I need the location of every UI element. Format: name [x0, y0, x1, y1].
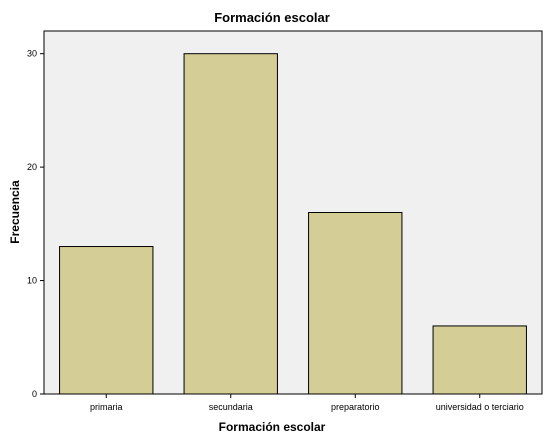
y-axis-label: Frecuencia [8, 180, 22, 244]
y-tick-label: 20 [27, 162, 37, 172]
y-axis: 0 10 20 30 [27, 49, 44, 399]
bar-primaria [59, 246, 154, 395]
x-tick-label: primaria [90, 402, 123, 412]
x-tick-label: universidad o terciario [436, 402, 524, 412]
y-tick-label: 30 [27, 49, 37, 59]
x-tick-label: preparatorio [331, 402, 380, 412]
bars-group [59, 53, 527, 395]
y-tick-label: 0 [32, 389, 37, 399]
x-axis-label: Formación escolar [219, 420, 326, 434]
bar-universidad-o-terciario [432, 325, 527, 395]
x-axis: primaria secundaria preparatorio universida… [90, 394, 524, 412]
x-tick-label: secundaria [209, 402, 253, 412]
bar-secundaria [183, 53, 278, 395]
bar-preparatorio [308, 212, 403, 395]
chart-title: Formación escolar [214, 10, 330, 25]
y-tick-label: 10 [27, 276, 37, 286]
